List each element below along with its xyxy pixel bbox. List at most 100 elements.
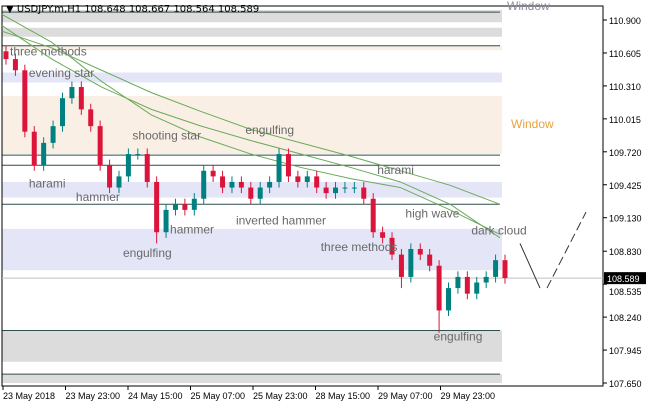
y-tick-label: 109.425: [609, 181, 642, 191]
candle-body: [436, 265, 442, 311]
candle-body: [50, 126, 56, 143]
candle-body: [154, 181, 160, 233]
candle-body: [493, 260, 499, 277]
candle-body: [483, 276, 489, 283]
candle-body: [172, 204, 178, 210]
candle-body: [88, 109, 94, 127]
x-tick-label: 28 May 15:00: [316, 391, 371, 401]
candle-body: [446, 288, 452, 311]
y-tick-label: 110.015: [609, 115, 641, 125]
projection-line-dashed: [546, 211, 587, 289]
y-tick-label: 109.130: [609, 214, 642, 224]
y-tick-label: 110.605: [609, 49, 641, 59]
candle-body: [455, 276, 461, 289]
x-tick-label: 25 May 23:00: [253, 391, 308, 401]
candle-body: [502, 260, 508, 279]
y-tick-label: 107.945: [609, 346, 642, 356]
chart-header: ▼ USDJPY.m,H1 108.648 108.667 108.564 10…: [6, 4, 259, 15]
candle-body: [201, 170, 207, 199]
pattern-zone: [2, 9, 502, 23]
candle-body: [12, 59, 18, 71]
pattern-label: harami: [29, 177, 66, 191]
moving-average-line: [1, 30, 501, 205]
candle-body: [238, 181, 244, 188]
candle-body: [210, 170, 216, 177]
candle-body: [22, 70, 28, 132]
candle-body: [107, 165, 113, 188]
x-tick-label: 25 May 07:00: [191, 391, 246, 401]
pattern-label: engulfing: [434, 330, 483, 344]
candle-body: [361, 187, 367, 199]
pattern-label: hammer: [170, 222, 214, 236]
candle-body: [427, 254, 433, 266]
candle-body: [342, 187, 348, 189]
y-tick-label: 108.535: [609, 287, 642, 297]
candle-body: [389, 237, 395, 255]
x-tick-label: 24 May 15:00: [128, 391, 183, 401]
symbol-label: USDJPY.m,H1: [16, 4, 82, 15]
y-tick-label: 109.720: [609, 148, 642, 158]
pattern-label: inverted hammer: [236, 213, 326, 227]
x-tick-label: 23 May 2018: [3, 391, 55, 401]
candle-body: [69, 87, 75, 99]
candle-body: [267, 181, 273, 188]
candle-body: [295, 176, 301, 182]
pattern-label: three methods: [321, 240, 398, 254]
pattern-zone: [2, 374, 502, 384]
candle-body: [323, 187, 329, 194]
candle-body: [248, 187, 254, 199]
pattern-zone: [2, 27, 502, 37]
candle-body: [59, 98, 65, 127]
current-price-badge: [604, 272, 646, 285]
pattern-label: dark cloud: [471, 223, 526, 237]
pattern-zone: [2, 72, 502, 83]
candle-body: [304, 176, 310, 182]
pattern-label: high wave: [405, 207, 459, 221]
window-label: Window: [507, 0, 550, 13]
y-tick-label: 107.650: [609, 379, 642, 389]
pattern-label: harami: [377, 163, 414, 177]
x-tick-label: 23 May 23:00: [66, 391, 121, 401]
candle-body: [116, 176, 122, 188]
candle-body: [135, 154, 141, 156]
candle-body: [144, 154, 150, 182]
candle-body: [125, 154, 131, 177]
candle-body: [417, 248, 423, 255]
candle-body: [41, 142, 47, 166]
candle-body: [78, 87, 84, 110]
candle-body: [257, 187, 263, 199]
candle-body: [276, 154, 282, 182]
pattern-label: engulfing: [123, 246, 172, 260]
window-label: Window: [511, 117, 554, 131]
candle-body: [398, 254, 404, 277]
y-tick-label: 108.240: [609, 313, 642, 323]
collapse-triangle-icon[interactable]: ▼: [6, 4, 14, 15]
plot-frame: [1, 5, 604, 387]
pattern-zone: [2, 95, 502, 155]
candle-body: [3, 51, 9, 60]
current-price-label: 108.589: [607, 274, 640, 284]
pattern-label: engulfing: [245, 123, 294, 137]
candle-body: [370, 198, 376, 233]
candle-body: [464, 276, 470, 294]
x-tick-label: 29 May 23:00: [441, 391, 496, 401]
pattern-zone: [2, 228, 502, 271]
pattern-label: shooting star: [132, 129, 201, 143]
y-tick-label: 110.310: [609, 82, 641, 92]
candle-body: [229, 181, 235, 188]
candle-body: [31, 131, 37, 166]
candle-body: [408, 248, 414, 277]
pattern-zone: [2, 330, 502, 362]
candle-body: [314, 176, 320, 188]
y-tick-label: 110.900: [609, 16, 641, 26]
pattern-label: three methods: [10, 45, 87, 59]
candle-body: [220, 176, 226, 188]
candle-body: [351, 187, 357, 189]
moving-average-line: [1, 25, 501, 239]
candle-body: [380, 232, 386, 238]
candle-body: [163, 209, 169, 233]
candle-body: [333, 187, 339, 194]
pattern-label: evening star: [29, 66, 94, 80]
candle-body: [191, 198, 197, 210]
